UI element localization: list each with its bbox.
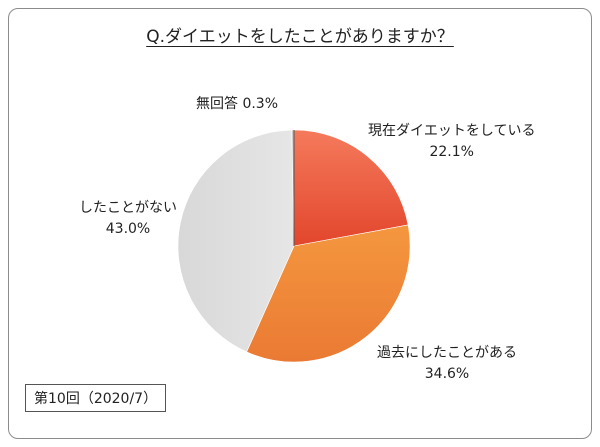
chart-title-text: Q.ダイエットをしたことがありますか？ (146, 27, 454, 47)
survey-round-badge: 第10回（2020/7） (25, 384, 167, 412)
pie-slice-current (293, 129, 409, 247)
slice-label-never: したことがない 43.0% (79, 200, 177, 237)
slice-label-no-answer: 無回答 0.3% (196, 96, 279, 112)
pie-slice-never (177, 129, 295, 353)
pie-slice-past (246, 224, 411, 363)
chart-title: Q.ダイエットをしたことがありますか？ (0, 22, 600, 47)
slice-label-past: 過去にしたことがある 34.6% (377, 345, 517, 382)
slice-label-current: 現在ダイエットをしている 22.1% (368, 123, 536, 160)
